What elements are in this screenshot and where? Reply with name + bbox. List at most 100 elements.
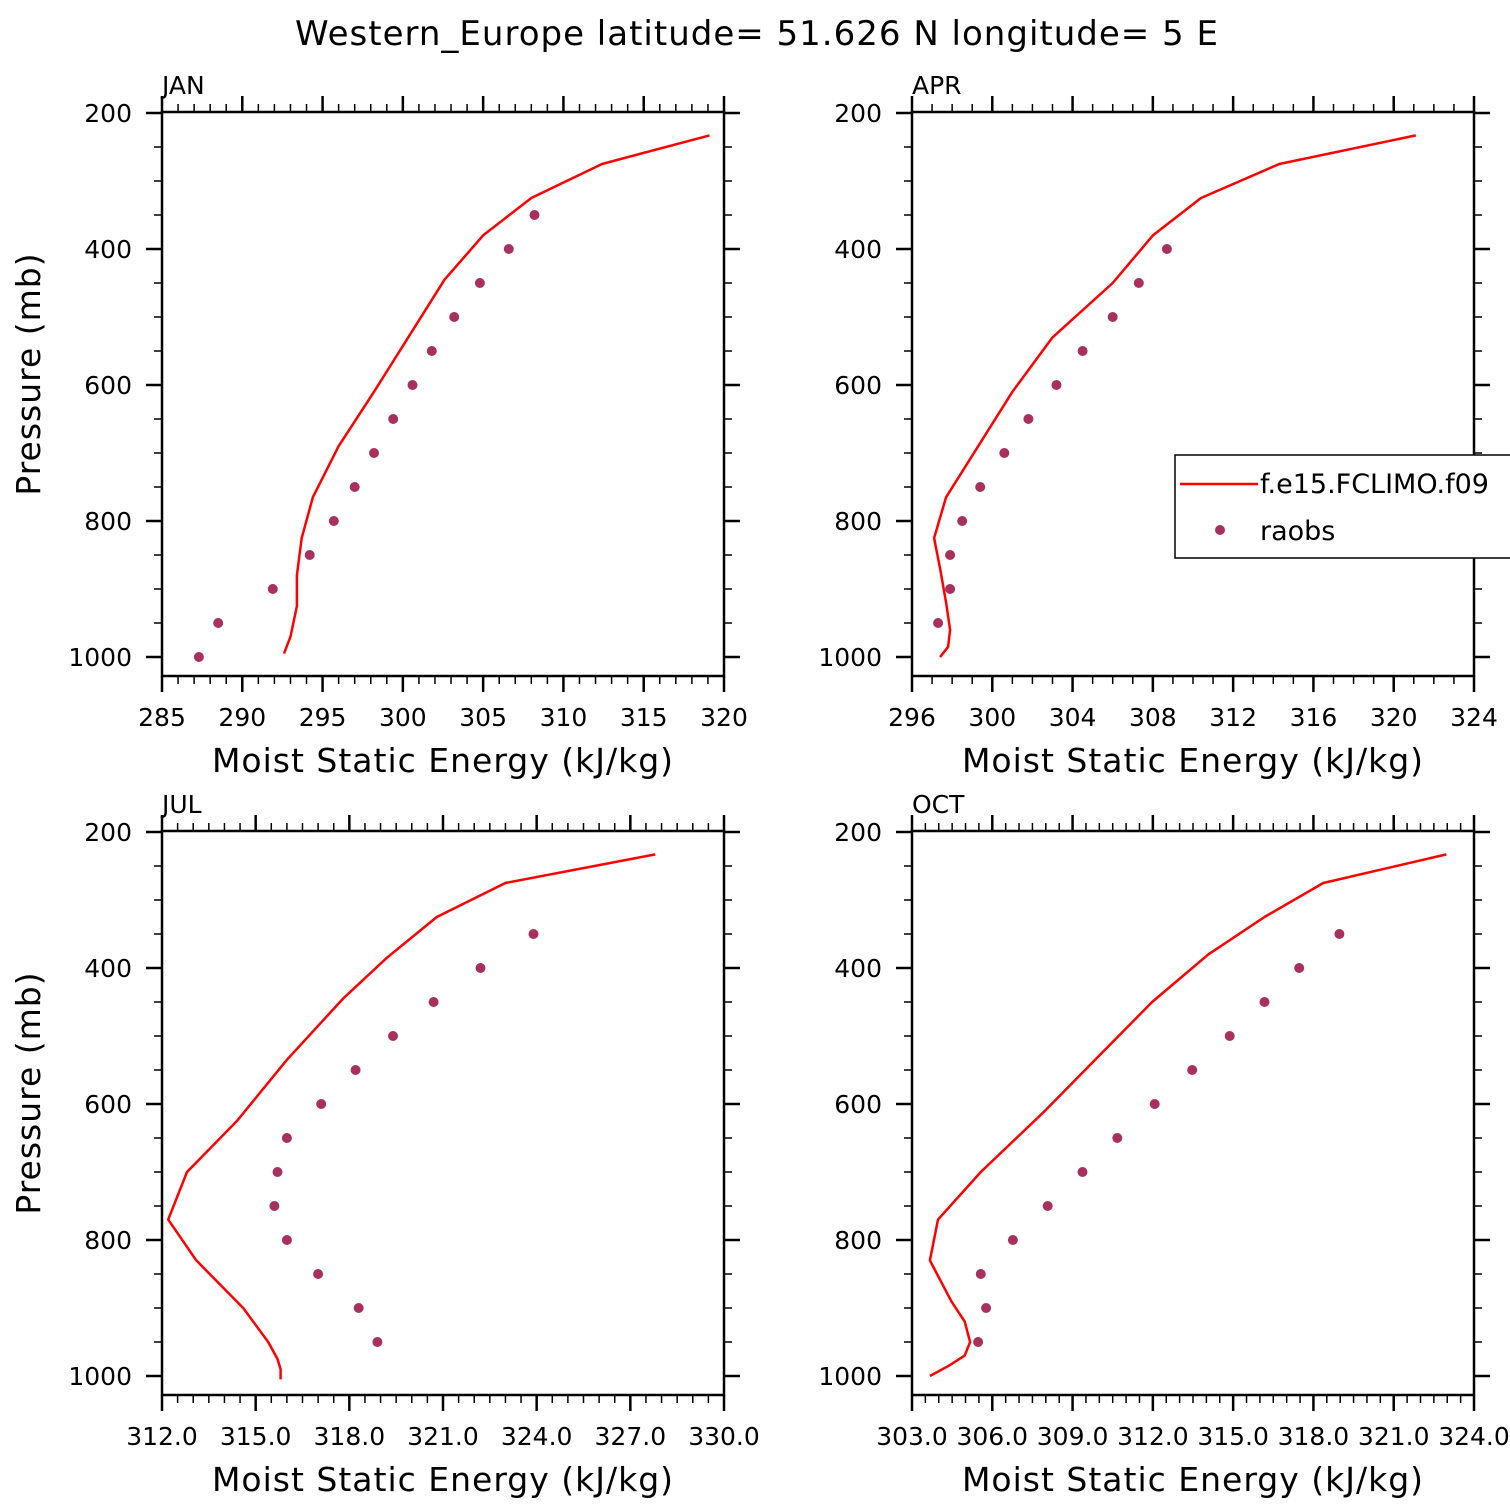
raobs-point	[1224, 1031, 1235, 1041]
x-axis-title: Moist Static Energy (kJ/kg)	[962, 741, 1424, 780]
raobs-point	[981, 1303, 992, 1313]
raobs-point	[1133, 278, 1144, 288]
raobs-point	[353, 1303, 364, 1313]
raobs-point	[1023, 414, 1034, 424]
raobs-point	[933, 618, 944, 628]
raobs-point	[475, 963, 486, 973]
legend-obs-swatch	[1215, 525, 1225, 535]
y-tick-label: 400	[84, 954, 132, 983]
raobs-point	[281, 1235, 292, 1245]
raobs-point	[1187, 1065, 1198, 1075]
raobs-point	[1007, 1235, 1018, 1245]
x-tick-label: 320	[1370, 703, 1418, 732]
x-tick-label: 300	[379, 703, 427, 732]
y-tick-label: 800	[84, 1226, 132, 1255]
raobs-point	[349, 482, 360, 492]
panels: JAN 285 290 295 300 305 310 315 320 200 400 600 800 1…	[9, 71, 1510, 1499]
x-tick-label: 321.0	[407, 1422, 479, 1451]
y-tick-label: 400	[834, 954, 882, 983]
x-tick-label: 324	[1450, 703, 1498, 732]
raobs-point	[407, 380, 418, 390]
chart-panel-oct: OCT 303.0 306.0 309.0 312.0 315.0 318.0 321.0 32…	[818, 790, 1509, 1499]
x-axis-title: Moist Static Energy (kJ/kg)	[212, 1460, 674, 1499]
figure-title: Western_Europe latitude= 51.626 N longit…	[295, 14, 1219, 54]
y-tick-label: 1000	[68, 643, 132, 672]
raobs-point	[388, 1031, 398, 1041]
x-tick-label: 318.0	[314, 1422, 386, 1451]
y-tick-label: 200	[84, 99, 132, 128]
raobs-point	[503, 244, 514, 254]
y-tick-label: 1000	[818, 1362, 882, 1391]
x-tick-label: 312.0	[1117, 1422, 1189, 1451]
model-profile-line	[932, 134, 1417, 658]
panel-label: APR	[912, 71, 962, 100]
x-tick-label: 308	[1129, 703, 1177, 732]
legend-model-label: f.e15.FCLIMO.f09	[1260, 469, 1489, 500]
y-tick-label: 600	[834, 371, 882, 400]
raobs-point	[1259, 997, 1270, 1007]
x-tick-label: 285	[138, 703, 186, 732]
y-tick-label: 400	[84, 235, 132, 264]
raobs-point	[281, 1133, 292, 1143]
raobs-point	[1051, 380, 1062, 390]
chart-panel-jan: JAN 285 290 295 300 305 310 315 320 200 400 600 800 1…	[9, 71, 748, 780]
x-tick-label: 315.0	[1197, 1422, 1269, 1451]
raobs-point	[372, 1337, 383, 1347]
panel-label: JUL	[160, 790, 202, 819]
raobs-point	[1161, 244, 1172, 254]
x-tick-label: 309.0	[1037, 1422, 1109, 1451]
raobs-point	[426, 346, 437, 356]
raobs-point	[529, 210, 540, 220]
raobs-point	[449, 312, 460, 322]
x-tick-label: 312.0	[126, 1422, 198, 1451]
x-tick-label: 295	[299, 703, 347, 732]
x-tick-label: 300	[968, 703, 1016, 732]
y-tick-label: 1000	[68, 1362, 132, 1391]
y-tick-label: 800	[834, 507, 882, 536]
y-tick-label: 1000	[818, 643, 882, 672]
x-tick-label: 310	[540, 703, 588, 732]
plot-frame	[160, 110, 726, 678]
x-tick-label: 315	[620, 703, 668, 732]
x-tick-label: 330.0	[688, 1422, 760, 1451]
y-tick-label: 400	[834, 235, 882, 264]
x-tick-label: 316	[1290, 703, 1338, 732]
raobs-point	[369, 448, 379, 458]
raobs-point	[975, 482, 986, 492]
x-tick-label: 312	[1209, 703, 1257, 732]
raobs-point	[474, 278, 485, 288]
raobs-point	[975, 1269, 986, 1279]
panel-label: JAN	[160, 71, 205, 100]
x-tick-label: 306.0	[956, 1422, 1028, 1451]
panel-label: OCT	[912, 790, 965, 819]
x-tick-label: 321.0	[1358, 1422, 1430, 1451]
chart-panel-jul: JUL 312.0 315.0 318.0 321.0 324.0 327.0 330.0 20…	[9, 790, 760, 1499]
raobs-point	[267, 584, 278, 594]
model-profile-line	[928, 853, 1447, 1378]
raobs-point	[1112, 1133, 1123, 1143]
legend: f.e15.FCLIMO.f09 raobs	[1174, 454, 1510, 559]
x-axis-title: Moist Static Energy (kJ/kg)	[212, 741, 674, 780]
x-axis-title: Moist Static Energy (kJ/kg)	[962, 1460, 1424, 1499]
raobs-point	[313, 1269, 324, 1279]
x-tick-label: 320	[700, 703, 748, 732]
raobs-point	[945, 550, 956, 560]
raobs-point	[213, 618, 224, 628]
x-tick-label: 305	[459, 703, 507, 732]
raobs-point	[999, 448, 1010, 458]
raobs-point	[328, 516, 339, 526]
y-tick-label: 600	[84, 371, 132, 400]
raobs-point	[957, 516, 968, 526]
y-tick-label: 200	[834, 99, 882, 128]
x-tick-label: 290	[218, 703, 266, 732]
y-axis-title: Pressure (mb)	[9, 971, 48, 1214]
x-tick-label: 315.0	[220, 1422, 292, 1451]
x-tick-label: 324.0	[501, 1422, 573, 1451]
legend-obs-label: raobs	[1260, 516, 1335, 547]
x-tick-label: 327.0	[595, 1422, 667, 1451]
x-tick-label: 303.0	[876, 1422, 948, 1451]
raobs-point	[272, 1167, 283, 1177]
raobs-point	[945, 584, 956, 594]
raobs-point	[973, 1337, 984, 1347]
